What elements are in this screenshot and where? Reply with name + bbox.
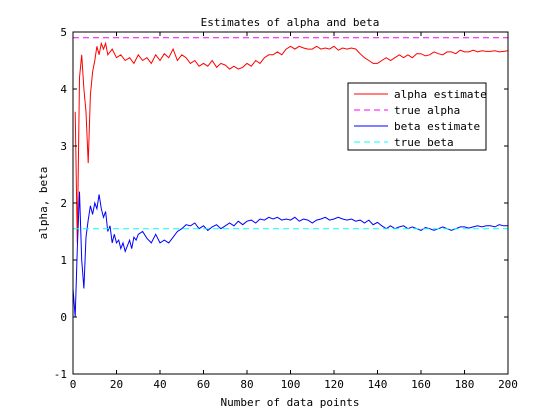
x-tick-label: 120 (324, 378, 344, 391)
y-axis-label: alpha, beta (37, 167, 50, 240)
series-line-beta-estimate (73, 191, 508, 318)
y-tick-label: 1 (60, 254, 67, 267)
x-tick-label: 160 (411, 378, 431, 391)
legend-label: alpha estimate (394, 88, 487, 101)
x-tick-label: 180 (455, 378, 475, 391)
legend-label: true beta (394, 136, 454, 149)
series-layer (73, 37, 508, 318)
chart-title: Estimates of alpha and beta (201, 16, 380, 29)
y-tick-label: 4 (60, 83, 67, 96)
x-tick-label: 140 (368, 378, 388, 391)
legend-label: beta estimate (394, 120, 480, 133)
x-tick-label: 0 (70, 378, 77, 391)
y-tick-label: -1 (54, 368, 67, 381)
x-tick-label: 200 (498, 378, 518, 391)
series-line-alpha-estimate (74, 41, 508, 243)
y-tick-label: 3 (60, 140, 67, 153)
legend-items: alpha estimate true alpha beta estimate tru… (354, 88, 487, 149)
x-tick-label: 60 (197, 378, 210, 391)
x-tick-label: 20 (110, 378, 123, 391)
legend-box (347, 82, 487, 151)
legend: alpha estimate true alpha beta estimate tru… (347, 82, 487, 151)
y-tick-label: 0 (60, 311, 67, 324)
x-axis-label: Number of data points (220, 396, 359, 409)
x-tick-label: 80 (240, 378, 253, 391)
x-tick-label: 100 (281, 378, 301, 391)
x-tick-label: 40 (153, 378, 166, 391)
y-tick-label: 2 (60, 197, 67, 210)
legend-label: true alpha (394, 104, 460, 117)
y-tick-label: 5 (60, 26, 67, 39)
